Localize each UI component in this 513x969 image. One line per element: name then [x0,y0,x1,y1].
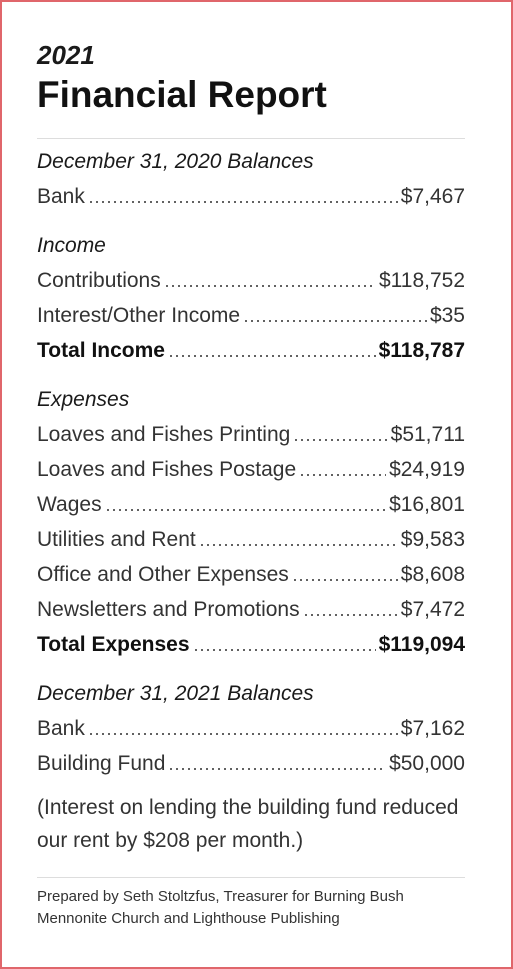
note: (Interest on lending the building fund r… [37,796,459,852]
section: December 31, 2020 Balances Bank $7,467 [37,144,465,214]
divider [37,138,465,139]
item-label: Total Income [37,339,165,362]
section: Expenses Loaves and Fishes Printing $51,71… [37,382,465,662]
item-amount: $9,583 [400,528,465,551]
report-title: Financial Report [37,74,327,115]
dot-leader [167,355,376,357]
dot-leader [104,509,387,511]
item-amount: $51,711 [390,423,465,446]
item-label: Newsletters and Promotions [37,598,300,621]
line-item: Bank $7,467 [37,179,465,214]
item-label: Loaves and Fishes Printing [37,423,291,446]
item-label: Loaves and Fishes Postage [37,458,297,481]
sections: December 31, 2020 Balances Bank $7,467 Inco… [37,144,465,781]
item-label: Interest/Other Income [37,304,241,327]
item-amount: $8,608 [400,563,465,586]
report: 2021 Financial Report December 31, 2020 … [37,38,465,930]
item-label: Wages [37,493,102,516]
item-amount: $7,472 [400,598,465,621]
section-heading: December 31, 2020 Balances [37,150,314,173]
line-item: Newsletters and Promotions $7,472 [37,592,465,627]
line-item: Loaves and Fishes Printing $51,711 [37,417,465,452]
item-amount: $7,467 [400,185,465,208]
total-row: Total Expenses $119,094 [37,627,465,662]
item-amount: $118,787 [378,339,465,362]
report-year: 2021 [37,40,95,70]
dot-leader [198,544,398,546]
dot-leader [299,474,387,476]
footer: Prepared by Seth Stoltzfus, Treasurer fo… [37,888,404,927]
item-label: Total Expenses [37,633,190,656]
item-label: Office and Other Expenses [37,563,289,586]
item-amount: $16,801 [389,493,465,516]
dot-leader [302,614,398,616]
line-item: Interest/Other Income $35 [37,298,465,333]
section: December 31, 2021 Balances Bank $7,162 Buil… [37,676,465,781]
item-label: Utilities and Rent [37,528,196,551]
total-row: Total Income $118,787 [37,333,465,368]
dot-leader [87,733,398,735]
line-item: Loaves and Fishes Postage $24,919 [37,452,465,487]
item-amount: $24,919 [389,458,465,481]
item-label: Building Fund [37,752,166,775]
dot-leader [192,649,376,651]
dot-leader [293,439,388,441]
item-label: Contributions [37,269,161,292]
dot-leader [291,579,398,581]
dot-leader [168,768,387,770]
line-item: Office and Other Expenses $8,608 [37,557,465,592]
dot-leader [163,285,376,287]
item-label: Bank [37,185,85,208]
section-heading: Income [37,234,106,257]
line-item: Utilities and Rent $9,583 [37,522,465,557]
item-amount: $119,094 [378,633,465,656]
item-amount: $118,752 [378,269,465,292]
section-heading: December 31, 2021 Balances [37,682,314,705]
item-amount: $7,162 [400,717,465,740]
line-item: Contributions $118,752 [37,263,465,298]
line-item: Bank $7,162 [37,711,465,746]
dot-leader [243,320,427,322]
line-item: Building Fund $50,000 [37,746,465,781]
divider [37,877,465,878]
item-label: Bank [37,717,85,740]
item-amount: $35 [429,304,465,327]
line-item: Wages $16,801 [37,487,465,522]
section-heading: Expenses [37,388,130,411]
section: Income Contributions $118,752 Interest/Othe… [37,228,465,368]
item-amount: $50,000 [389,752,465,775]
dot-leader [87,201,398,203]
